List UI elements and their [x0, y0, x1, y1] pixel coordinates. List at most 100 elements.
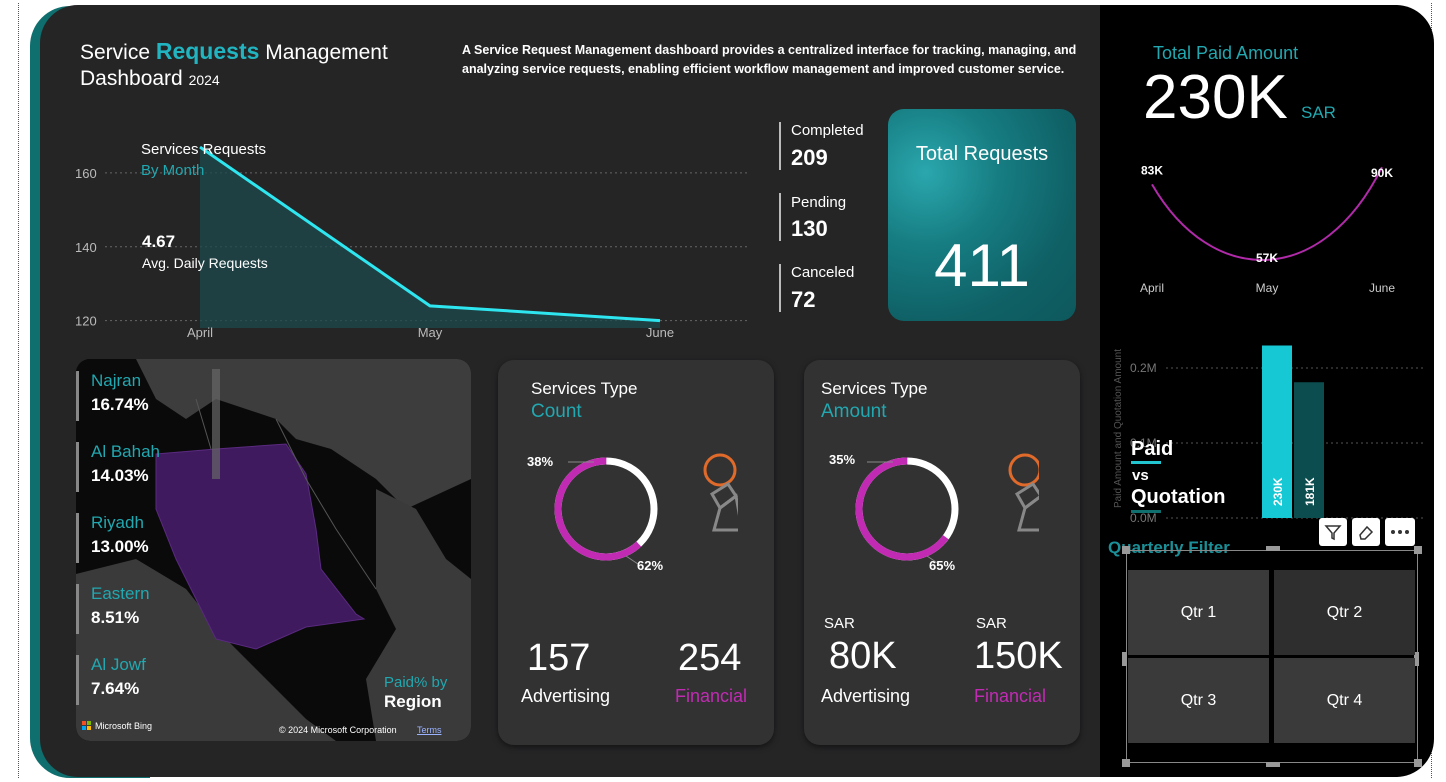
x-tick-label: April — [1140, 281, 1164, 295]
dashboard-description: A Service Request Management dashboard p… — [462, 43, 1077, 76]
y-tick-label: 0.1M — [1130, 436, 1157, 450]
financial-slice — [554, 457, 658, 561]
monthly-chart-subtitle: By Month — [141, 162, 205, 179]
currency-label: SAR — [824, 615, 855, 632]
financial-label: Financial — [974, 686, 1047, 706]
quotation-underline — [1131, 510, 1161, 513]
paid-vs-title-paid: Paid — [1131, 438, 1174, 460]
data-label: 57K — [1256, 251, 1278, 265]
amount-donut-chart — [855, 453, 1039, 565]
total-requests-value: 411 — [934, 232, 1030, 299]
y-tick-label: 120 — [75, 314, 97, 329]
y-tick-label: 160 — [75, 166, 97, 181]
total-requests-label: Total Requests — [915, 143, 1049, 165]
paid-vs-title-quotation: Quotation — [1131, 486, 1226, 508]
total-requests-card: Total Requests 411 — [888, 109, 1076, 321]
pending-label: Pending — [791, 194, 847, 211]
person-icon — [1008, 453, 1039, 532]
more-options-icon[interactable] — [1385, 518, 1415, 546]
resize-handle[interactable] — [1122, 652, 1127, 666]
avg-daily-label: Avg. Daily Requests — [142, 255, 268, 271]
financial-pct-label: 65% — [929, 558, 956, 573]
services-type-amount-card: Services Type Amount 35% 65% SAR 80K Adv… — [804, 360, 1080, 745]
card-subtitle: Amount — [821, 401, 887, 422]
x-tick-label: April — [187, 325, 213, 340]
advertising-pct-label: 38% — [527, 454, 554, 469]
stat-divider — [779, 193, 781, 241]
quarterly-filter-title: Quarterly Filter — [1108, 538, 1230, 557]
series-line — [199, 145, 661, 323]
advertising-label: Advertising — [521, 686, 611, 706]
currency-label: SAR — [976, 615, 1007, 632]
bar-data-label: 181K — [1303, 477, 1317, 506]
paid-vs-title-vs: vs — [1132, 467, 1149, 484]
paid-trend-chart: 83K 57K 90K April May June — [1140, 163, 1395, 295]
title-highlight: Requests — [155, 38, 260, 64]
x-tick-label: May — [1256, 281, 1279, 295]
advertising-count-value: 157 — [527, 637, 591, 679]
person-icon — [703, 453, 738, 532]
pending-value: 130 — [791, 216, 828, 241]
card-title: Services Type — [531, 379, 638, 398]
avg-daily-value: 4.67 — [142, 232, 176, 251]
title-year: 2024 — [188, 72, 220, 88]
bar-quotation — [1294, 382, 1324, 518]
y-tick-label: 0.0M — [1130, 511, 1157, 525]
resize-handle[interactable] — [1122, 759, 1130, 767]
trend-line — [1151, 166, 1383, 261]
advertising-amount-value: 80K — [829, 635, 897, 677]
resize-handle[interactable] — [1266, 762, 1280, 767]
map-legend-line1: Paid% by — [384, 674, 448, 691]
bar-data-label: 230K — [1271, 477, 1285, 506]
financial-count-value: 254 — [678, 637, 742, 679]
resize-handle[interactable] — [1122, 546, 1130, 554]
financial-label: Financial — [675, 686, 748, 706]
area-fill — [200, 147, 660, 328]
qtr-1-button[interactable]: Qtr 1 — [1128, 570, 1269, 655]
microsoft-logo-icon — [82, 721, 91, 730]
page-title: Service Requests Management Dashboard 20… — [80, 38, 388, 90]
qtr-3-button[interactable]: Qtr 3 — [1128, 658, 1269, 743]
eraser-icon[interactable] — [1352, 518, 1380, 546]
filter-icon[interactable] — [1319, 518, 1347, 546]
qtr-2-button[interactable]: Qtr 2 — [1274, 570, 1415, 655]
total-paid-label: Total Paid Amount — [1153, 43, 1299, 63]
y-tick-label: 0.2M — [1130, 361, 1157, 375]
total-paid-unit: SAR — [1301, 103, 1336, 122]
advertising-label: Advertising — [821, 686, 911, 706]
region-map[interactable]: Najran 16.74% Al Bahah 14.03% Riyadh 13.… — [76, 359, 471, 741]
x-tick-label: June — [1369, 281, 1395, 295]
monthly-chart-title: Services Requests — [141, 141, 267, 158]
map-graphic — [76, 359, 471, 741]
canceled-value: 72 — [791, 287, 816, 312]
bar-paid — [1262, 345, 1292, 518]
financial-pct-label: 62% — [637, 558, 664, 573]
resize-handle[interactable] — [1414, 652, 1419, 666]
y-tick-label: 140 — [75, 240, 97, 255]
map-legend-line2: Region — [384, 692, 442, 711]
paid-vs-quotation-chart: Paid Amount and Quotation Amount 0.2M 0.1… — [1113, 345, 1424, 525]
services-type-count-card: Services Type Count 38% 62% 157 Advertis… — [498, 360, 774, 745]
resize-handle[interactable] — [1266, 546, 1280, 551]
bing-logo: Microsoft Bing — [82, 721, 152, 731]
completed-label: Completed — [791, 122, 864, 139]
stat-divider — [779, 264, 781, 312]
monthly-requests-chart: 160 140 120 April May June — [75, 145, 750, 340]
resize-handle[interactable] — [1414, 546, 1422, 554]
completed-value: 209 — [791, 145, 828, 170]
advertising-pct-label: 35% — [829, 452, 856, 467]
data-label: 90K — [1371, 166, 1393, 180]
count-donut-chart — [554, 453, 738, 565]
financial-slice — [855, 457, 959, 561]
data-label: 83K — [1141, 163, 1163, 177]
canceled-label: Canceled — [791, 264, 855, 281]
resize-handle[interactable] — [1414, 759, 1422, 767]
financial-amount-value: 150K — [974, 635, 1063, 677]
x-tick-label: May — [418, 325, 443, 340]
total-paid-value: 230K — [1143, 63, 1288, 132]
map-terms-link[interactable]: Terms — [417, 725, 442, 735]
stat-divider — [779, 122, 781, 170]
qtr-4-button[interactable]: Qtr 4 — [1274, 658, 1415, 743]
x-tick-label: June — [646, 325, 674, 340]
card-subtitle: Count — [531, 401, 582, 422]
